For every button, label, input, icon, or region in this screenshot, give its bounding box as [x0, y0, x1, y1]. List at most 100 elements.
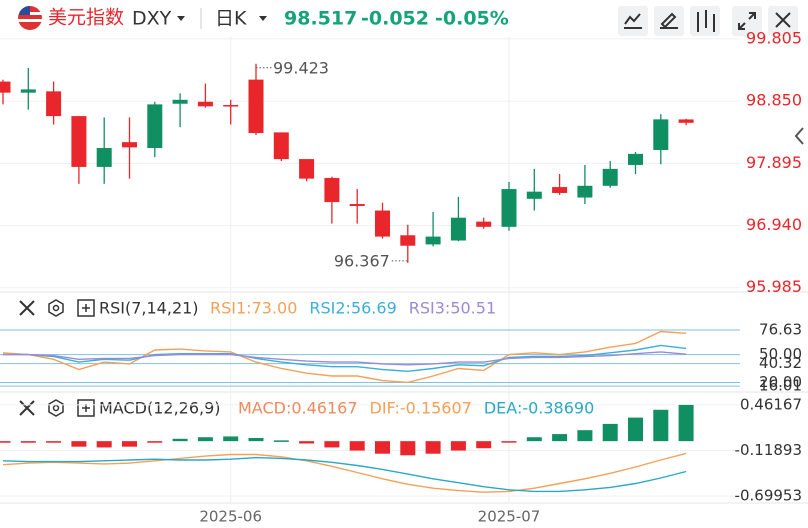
legend-entry: RSI3:50.51: [409, 299, 496, 318]
period[interactable]: 日K: [215, 8, 247, 30]
y-tick-label: 76.63: [759, 320, 802, 338]
collapse-arrow[interactable]: [794, 127, 804, 145]
macd-bar: [425, 441, 441, 454]
icon: [624, 13, 642, 29]
rsi-line: [3, 351, 687, 366]
symbol[interactable]: DXY: [132, 8, 172, 30]
y-tick-label: 95.985: [746, 277, 802, 296]
x-tick-label: 2025-06: [199, 508, 262, 526]
candle-body: [501, 189, 517, 227]
y-tick-label: 98.850: [746, 91, 802, 110]
candle-body: [71, 116, 87, 167]
flag: [18, 6, 42, 30]
macd-controls: [19, 399, 95, 417]
legend-entry: DEA:-0.38690: [484, 399, 594, 418]
dropdown-arrow[interactable]: [259, 16, 267, 21]
settings-icon-dot: [52, 404, 60, 412]
candle-body: [653, 119, 669, 150]
rsi-line: [3, 344, 687, 373]
macd-bar: [223, 436, 239, 442]
rsi-controls: [19, 299, 95, 317]
index-name[interactable]: 美元指数: [48, 7, 124, 29]
macd-bar: [501, 441, 517, 443]
y-tick-label: 97.895: [746, 153, 802, 172]
macd-bar: [299, 441, 315, 444]
macd-title: MACD(12,26,9): [99, 399, 221, 418]
legend-entry: RSI2:56.69: [309, 299, 396, 318]
candle-body: [0, 81, 11, 93]
macd-bar: [46, 441, 62, 443]
y-tick-label: 99.805: [746, 28, 802, 47]
candle-body: [172, 99, 188, 104]
candle-body: [425, 236, 441, 245]
candle-body: [248, 79, 264, 134]
candle-body: [20, 89, 36, 93]
macd-bar: [450, 441, 466, 451]
macd-bar: [248, 438, 264, 442]
candle-body: [678, 119, 694, 123]
close-icon[interactable]: [19, 400, 35, 416]
legend-entry: RSI1:73.00: [210, 299, 297, 318]
candle-body: [147, 104, 163, 149]
min-label: 96.367: [334, 251, 390, 270]
y-tick-label: 0.46167: [740, 395, 802, 413]
max-label: 99.423: [273, 58, 329, 77]
rsi-title: RSI(7,14,21): [99, 299, 199, 318]
candle-body: [450, 217, 466, 241]
macd-line: [2, 452, 687, 493]
macd-bar: [197, 437, 213, 442]
candle-body: [476, 221, 492, 227]
candle-body: [628, 153, 643, 165]
macd-line: [2, 456, 687, 493]
y-tick-label: -0.69953: [735, 487, 802, 505]
candle-body: [122, 142, 137, 148]
y-tick-label: -0.11893: [735, 441, 802, 459]
y-tick-label: 96.940: [746, 215, 802, 234]
macd-bar: [172, 438, 188, 442]
candle-body: [577, 185, 593, 198]
macd-bar: [577, 430, 593, 442]
dropdown-arrow[interactable]: [177, 16, 185, 21]
macd-bar: [273, 440, 289, 442]
price: 98.517: [284, 8, 357, 30]
candle-body: [197, 101, 213, 107]
settings-icon-dot: [52, 304, 60, 312]
macd-bar: [476, 441, 492, 449]
macd-bar: [0, 441, 11, 443]
candle-body: [400, 235, 416, 246]
macd-bar: [602, 423, 618, 442]
macd-bar: [526, 437, 542, 442]
macd-bar: [400, 441, 416, 456]
macd-bar: [71, 441, 87, 447]
macd-bar: [628, 417, 643, 442]
settings-icon[interactable]: [48, 399, 64, 417]
icon: [697, 10, 715, 32]
expand-icon[interactable]: [77, 299, 95, 317]
y-tick-label: 40.32: [759, 354, 802, 372]
y-tick-label: 50.00: [759, 345, 802, 363]
macd-bar: [653, 409, 669, 442]
settings-icon[interactable]: [48, 299, 64, 317]
expand-icon-plus: [82, 304, 90, 312]
icon: [738, 12, 756, 30]
candle-body: [46, 91, 62, 117]
icon: [775, 12, 791, 28]
expand-icon[interactable]: [77, 399, 95, 417]
candle-body: [299, 159, 315, 179]
y-tick-label: 20.00: [759, 373, 802, 391]
candle-body: [375, 210, 390, 237]
close-icon[interactable]: [19, 300, 35, 316]
candle-body: [602, 168, 618, 186]
candle-body: [349, 204, 365, 206]
candle-body: [552, 187, 568, 193]
x-tick-label: 2025-07: [478, 508, 541, 526]
candle-body: [324, 177, 340, 203]
macd-bar: [96, 441, 112, 448]
candle-body: [223, 105, 239, 107]
legend-entry: DIF:-0.15607: [370, 399, 472, 418]
toolbar: [618, 6, 798, 36]
macd-bar: [349, 441, 365, 451]
macd-bar: [552, 434, 568, 442]
draw-button[interactable]: [654, 6, 684, 36]
